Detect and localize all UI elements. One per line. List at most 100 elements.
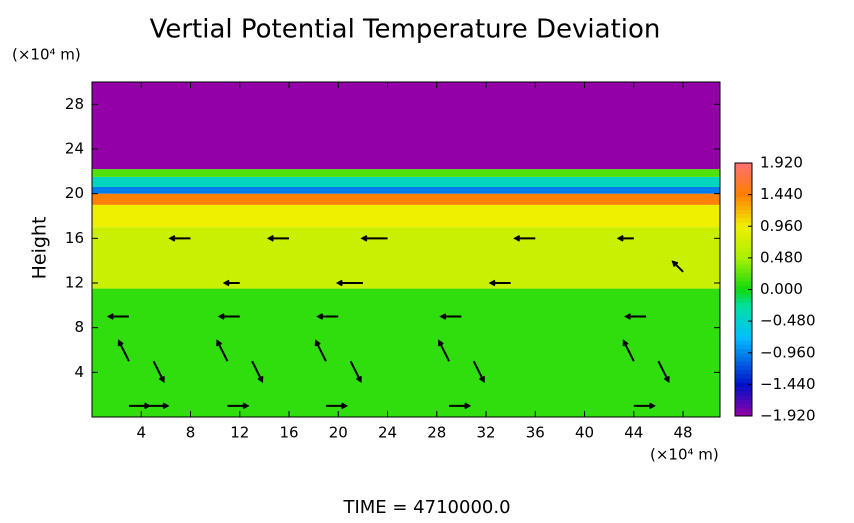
vector-arrow	[671, 260, 684, 273]
colorbar-segment	[735, 251, 752, 257]
vector-arrow	[168, 235, 191, 242]
y-tick-label: 4	[74, 363, 84, 381]
vector-arrow	[449, 402, 472, 410]
field-layer	[92, 204, 720, 228]
colorbar-segment	[735, 344, 752, 350]
vector-arrow	[217, 313, 240, 320]
vector	[325, 402, 349, 410]
vector	[360, 235, 388, 242]
vector	[314, 339, 327, 362]
vector-arrow	[335, 279, 363, 287]
vector	[624, 313, 647, 320]
colorbar-label: 0.480	[760, 248, 803, 266]
field-layer	[92, 288, 720, 417]
y-tick-label: 24	[65, 140, 84, 158]
colorbar-segment	[735, 209, 752, 215]
vector-arrow	[216, 339, 229, 362]
x-tick-label: 8	[186, 424, 196, 442]
colorbar-segment	[735, 340, 752, 345]
vector-arrow	[633, 402, 656, 410]
x-tick-label: 12	[230, 424, 249, 442]
colorbar-label: −0.960	[760, 343, 816, 361]
vector	[147, 402, 170, 410]
colorbar-segment	[735, 192, 752, 198]
colorbar-segment	[735, 272, 752, 278]
x-tick-label: 20	[329, 424, 348, 442]
vector-arrow	[513, 235, 536, 242]
colorbar-segment	[735, 373, 752, 379]
colorbar-segment	[735, 319, 752, 324]
field-layer	[92, 227, 720, 289]
vector	[106, 313, 129, 320]
colorbar-label: 0.960	[760, 217, 803, 235]
x-unit: (×10⁴ m)	[650, 446, 719, 464]
colorbar-segment	[735, 297, 752, 303]
colorbar-segment	[735, 390, 752, 396]
vector	[266, 235, 290, 242]
field-layer	[92, 186, 720, 194]
vector-arrow	[616, 235, 634, 242]
y-unit: (×10⁴ m)	[12, 46, 81, 64]
chart-title: Vertial Potential Temperature Deviation	[150, 15, 661, 45]
x-tick-label: 32	[476, 424, 495, 442]
field-layer	[92, 176, 720, 187]
colorbar-segment	[735, 293, 752, 299]
colorbar-segment	[735, 382, 752, 387]
colorbar-segment	[735, 314, 752, 320]
vector	[117, 339, 130, 362]
colorbar-segment	[735, 289, 752, 295]
x-tick-label: 16	[279, 424, 298, 442]
y-tick-label: 8	[74, 318, 84, 336]
colorbar-segment	[735, 163, 752, 168]
vector	[616, 235, 634, 242]
colorbar-segment	[735, 407, 752, 413]
x-tick-label: 48	[674, 424, 693, 442]
vector	[168, 235, 191, 242]
colorbar-segment	[735, 281, 752, 286]
colorbar-segment	[735, 179, 752, 185]
colorbar-segment	[735, 188, 752, 194]
colorbar-segment	[735, 399, 752, 404]
field-layer	[92, 169, 720, 177]
vector	[439, 313, 462, 320]
colorbar-segment	[735, 226, 752, 231]
colorbar-segment	[735, 356, 752, 362]
y-tick-label: 20	[65, 184, 84, 202]
colorbar-segment	[735, 285, 752, 290]
vector-arrow	[227, 402, 250, 410]
y-tick-label: 12	[65, 274, 84, 292]
colorbar-segment	[735, 306, 752, 312]
colorbar-segment	[735, 348, 752, 354]
x-tick-label: 40	[575, 424, 594, 442]
vector	[488, 279, 511, 287]
vector-arrow	[251, 360, 264, 384]
colorbar-segment	[735, 171, 752, 177]
vector	[316, 313, 339, 320]
vector-arrow	[266, 235, 290, 242]
colorbar-segment	[735, 217, 752, 223]
colorbar-label: 1.920	[760, 154, 803, 172]
colorbar-segment	[735, 310, 752, 316]
colorbar-segment	[735, 243, 752, 248]
colorbar-segment	[735, 403, 752, 409]
vector-arrow	[622, 339, 635, 362]
vector	[216, 339, 229, 362]
colorbar-segment	[735, 361, 752, 366]
colorbar-label: 0.000	[760, 280, 803, 298]
colorbar-segment	[735, 276, 752, 282]
vector	[633, 402, 656, 410]
vector	[227, 402, 250, 410]
x-tick-label: 28	[427, 424, 446, 442]
vector-arrow	[117, 339, 130, 362]
vector	[217, 313, 240, 320]
vector-arrow	[147, 402, 170, 410]
colorbar-label: −1.920	[760, 407, 816, 425]
y-tick-label: 28	[65, 95, 84, 113]
x-tick-label: 36	[526, 424, 545, 442]
colorbar-segment	[735, 335, 752, 341]
vector	[513, 235, 536, 242]
vector-arrow	[624, 313, 647, 320]
field-layer	[92, 193, 720, 205]
vector-arrow	[106, 313, 129, 320]
vector-arrow	[437, 339, 450, 362]
